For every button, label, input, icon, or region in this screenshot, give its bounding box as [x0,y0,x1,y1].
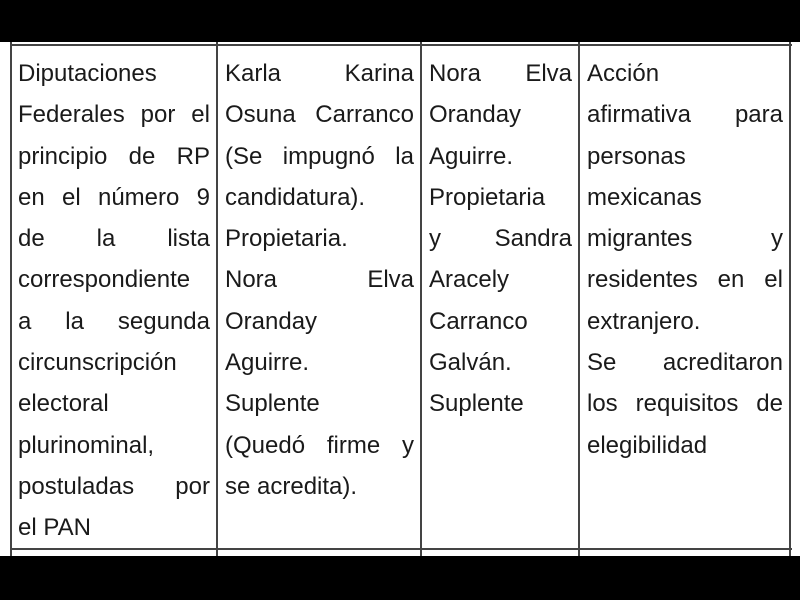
cell-text-line: residentes en el [587,266,783,294]
cell-text-line: los requisitos de [587,390,783,418]
cell-text-line: se acredita). [225,472,358,500]
cell-text-line: Karla Karina [225,60,414,87]
cell-text-line: afirmativa para [587,101,783,129]
cell-text-line: Federales por el [18,101,210,129]
cell-text-line: postuladas por [18,472,210,500]
cell-text-line: mexicanas [587,183,702,211]
cell-text-line: Diputaciones [18,60,157,87]
cell-text-line: Nora Elva [225,266,414,294]
cell-text-line: Acción [587,60,660,87]
cell-text-line: principio de RP [18,142,210,170]
cell-text-line: Suplente [429,390,524,418]
column-border [578,42,580,556]
cell-text-line: candidatura). [225,183,366,211]
cell-text-line: a la segunda [18,307,210,335]
cell-text-line: Galván. [429,349,512,377]
column-border [789,42,791,556]
table-cell: Diputaciones Federales por el principio de… [18,53,210,549]
cell-text-line: Aguirre. [429,142,514,170]
cell-text-line: (Quedó firme y [225,431,414,459]
cell-text-line: Propietaria. [225,225,348,253]
cell-text-line: el PAN [18,514,91,542]
table-cell: Nora Elva Oranday Aguirre. Propietaria y San… [429,53,572,425]
cell-text-line: plurinominal, [18,431,155,459]
cell-text-line: electoral [18,390,109,418]
cell-text-line: Aguirre. [225,349,310,377]
cell-text-line: de la lista [18,225,210,253]
cell-text-line: (Se impugnó la [225,142,414,170]
cell-text-line: extranjero. [587,307,701,335]
cell-text-line: circunscripción [18,349,177,377]
row-border [11,548,792,550]
cell-text-line: correspondiente [18,266,191,294]
cell-text-line: migrantes y [587,225,783,253]
cell-text-line: personas [587,142,686,170]
cell-text-line: Suplente [225,390,320,418]
cell-text-line: Osuna Carranco [225,101,414,129]
document-table: Diputaciones Federales por el principio de… [0,42,800,556]
row-border [11,44,792,46]
cell-text-line: en el número 9 [18,183,210,211]
cell-text-line: Oranday [225,307,318,335]
cell-text-line: Oranday [429,101,522,129]
cell-text-line: Propietaria [429,183,546,211]
cell-text-line: y Sandra [429,225,572,253]
table-cell: Acción afirmativa para personas mexicanas mi… [587,53,783,466]
cell-text-line: Carranco [429,307,528,335]
cell-text-line: Aracely [429,266,510,294]
cell-text-line: elegibilidad [587,431,708,459]
column-border [216,42,218,556]
cell-text-line: Se acreditaron [587,349,783,377]
column-border [10,42,12,556]
table-cell: Karla Karina Osuna Carranco (Se impugnó la… [225,53,414,507]
column-border [420,42,422,556]
cell-text-line: Nora Elva [429,60,572,87]
